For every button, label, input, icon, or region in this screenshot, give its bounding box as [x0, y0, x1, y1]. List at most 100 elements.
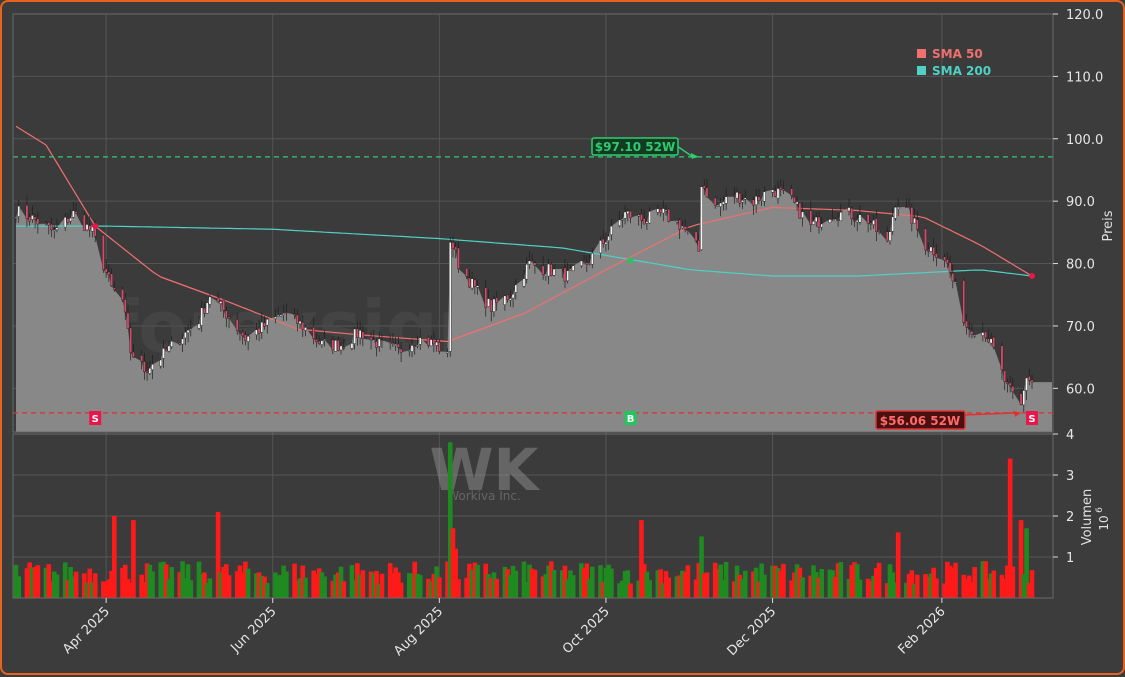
volume-bar [980, 561, 986, 598]
candle-body [984, 331, 987, 338]
volume-bar [1007, 458, 1013, 598]
candle-body [582, 261, 586, 263]
candle-body [610, 225, 613, 235]
candle-body [263, 322, 266, 327]
volume-bar [234, 571, 240, 598]
candle-body [664, 209, 668, 211]
volume-bar [945, 561, 950, 598]
y-axis-label: Preis [1101, 210, 1116, 241]
volume-bar [240, 572, 245, 598]
candle-body [132, 351, 135, 358]
candle-body [694, 231, 698, 241]
x-tick-label: Dec 2025 [725, 604, 780, 659]
volume-bar [505, 569, 510, 598]
candle-body [604, 242, 608, 245]
candle-body [369, 337, 373, 341]
volume-bar [112, 516, 117, 598]
candle-body [741, 200, 744, 203]
volume-bar [549, 561, 554, 598]
volume-exponent: 10 6 [1095, 507, 1111, 531]
candle-body [336, 340, 340, 351]
volume-bar [464, 577, 469, 598]
candle-body [361, 331, 365, 340]
y-tick-label: 70.0 [1066, 320, 1095, 335]
signal-dot [627, 257, 634, 264]
volume-bar [426, 578, 431, 598]
volume-bar [453, 548, 459, 598]
candle-body [907, 206, 911, 208]
candle-body [820, 223, 823, 228]
volume-bar [243, 561, 248, 598]
candle-body [888, 231, 892, 241]
volume-bar [677, 575, 682, 598]
legend-label: SMA 200 [932, 64, 991, 78]
candle-body [724, 196, 728, 204]
volume-bar [488, 577, 494, 598]
candle-body [265, 318, 269, 326]
volume-bar [196, 561, 202, 598]
volume-bar [1002, 579, 1007, 598]
candle-body [656, 208, 660, 213]
volume-bar [27, 562, 32, 598]
candle-body [126, 312, 130, 329]
candle-body [905, 206, 908, 208]
volume-bar [204, 582, 210, 598]
volume-bar [180, 561, 185, 598]
candle-body [642, 218, 646, 225]
candle-body [476, 285, 479, 288]
candle-body [377, 338, 381, 347]
volume-bar [923, 574, 928, 598]
candle-body [225, 310, 228, 319]
volume-tick-label: 2 [1066, 510, 1074, 525]
volume-bar [579, 563, 584, 598]
candle-body [550, 264, 553, 276]
volume-bar [109, 570, 114, 598]
volume-bar [721, 580, 726, 598]
volume-bar [770, 565, 775, 598]
volume-bar [412, 561, 418, 598]
volume-bar [486, 574, 491, 598]
candle-body [235, 319, 239, 331]
candle-body [104, 268, 108, 273]
volume-bar [16, 576, 22, 598]
volume-bar [101, 581, 106, 598]
volume-bar [273, 572, 278, 598]
candle-body [129, 327, 133, 353]
candle-body [397, 343, 400, 348]
candle-body [1008, 382, 1012, 386]
candle-body [795, 201, 799, 205]
volume-bar [1024, 528, 1029, 598]
volume-bar [636, 580, 642, 598]
volume-bar [341, 581, 347, 598]
volume-bar [794, 564, 800, 598]
volume-bar [51, 571, 57, 598]
candle-body [246, 336, 250, 342]
candle-body [973, 335, 976, 337]
candle-body [891, 216, 895, 232]
candle-body [503, 295, 507, 305]
candle-body [981, 332, 985, 336]
volume-bar [259, 575, 265, 598]
volume-bar [65, 580, 71, 598]
candle-body [987, 338, 990, 343]
candle-body [962, 280, 966, 323]
volume-bar [199, 574, 205, 598]
52w-levels: $97.10 52W $56.06 52W [13, 137, 1053, 430]
volume-bar [666, 577, 672, 598]
volume-bar [925, 576, 931, 598]
volume-bar [532, 569, 538, 598]
candle-body [74, 211, 78, 214]
candle-body [896, 207, 900, 210]
candle-body [468, 277, 471, 288]
candle-body [257, 328, 261, 334]
volume-bar [275, 575, 281, 598]
volume-bar [166, 579, 172, 598]
candle-body [205, 302, 209, 314]
candle-body [722, 201, 725, 205]
candle-body [446, 351, 449, 354]
candle-body [913, 217, 916, 224]
candle-body [738, 193, 742, 204]
volume-bar [874, 568, 879, 598]
candle-body [1011, 386, 1015, 392]
candle-body [69, 217, 72, 222]
